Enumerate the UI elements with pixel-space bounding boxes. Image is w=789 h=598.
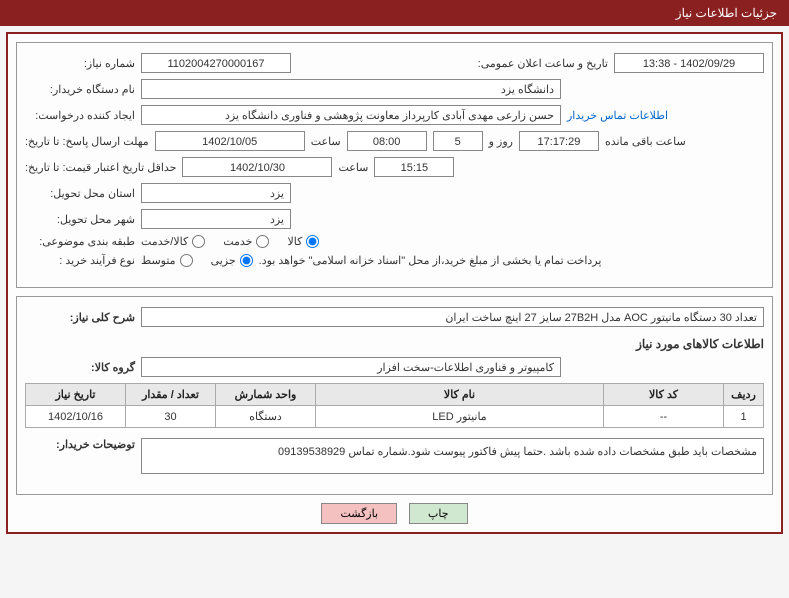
button-bar: چاپ بازگشت [16,503,773,524]
field-delivery-city: یزد [141,209,291,229]
label-buyer-org: نام دستگاه خریدار: [25,83,135,96]
radio-jozi[interactable]: جزیی [211,254,253,267]
outer-panel: Iran tender.net شماره نیاز: 110200427000… [6,32,783,534]
radio-khedmat[interactable]: خدمت [223,235,269,248]
field-goods-group: کامپیوتر و فناوری اطلاعات-سخت افزار [141,357,561,377]
label-price-validity: حداقل تاریخ اعتبار قیمت: تا تاریخ: [25,161,176,174]
th-unit: واحد شمارش [216,384,316,406]
radio-jozi-input[interactable] [240,254,253,267]
th-row: ردیف [724,384,764,406]
label-request-no: شماره نیاز: [25,57,135,70]
field-buyer-org: دانشگاه یزد [141,79,561,99]
radio-jozi-label: جزیی [211,254,236,267]
td-name: مانیتور LED [316,406,604,428]
td-code: -- [604,406,724,428]
field-days-left: 5 [433,131,483,151]
label-response-deadline: مهلت ارسال پاسخ: تا تاریخ: [25,135,149,148]
td-unit: دستگاه [216,406,316,428]
payment-note: پرداخت تمام یا بخشی از مبلغ خرید،از محل … [259,254,602,267]
label-purchase-type: نوع فرآیند خرید : [25,254,135,267]
th-name: نام کالا [316,384,604,406]
field-general-desc: تعداد 30 دستگاه مانیتور AOC مدل 27B2H سا… [141,307,764,327]
radio-kala-khedmat[interactable]: کالا/خدمت [141,235,205,248]
field-buyer-notes: مشخصات باید طبق مشخصات داده شده باشد .حت… [141,438,764,474]
field-requester: حسن زارعی مهدی آبادی کارپرداز معاونت پژو… [141,105,561,125]
radio-motavaset[interactable]: متوسط [141,254,193,267]
label-hour1: ساعت [311,135,341,148]
radio-kala-khedmat-input[interactable] [192,235,205,248]
field-response-date: 1402/10/05 [155,131,305,151]
radio-kala-input[interactable] [306,235,319,248]
goods-table: ردیف کد کالا نام کالا واحد شمارش تعداد /… [25,383,764,428]
th-qty: تعداد / مقدار [126,384,216,406]
td-date: 1402/10/16 [26,406,126,428]
panel-header: جزئیات اطلاعات نیاز [0,0,789,26]
label-delivery-province: استان محل تحویل: [25,187,135,200]
radio-kala-label: کالا [287,235,302,248]
label-days-and: روز و [489,135,513,148]
th-code: کد کالا [604,384,724,406]
field-delivery-province: یزد [141,183,291,203]
radio-khedmat-label: خدمت [223,235,252,248]
label-buyer-notes: توضیحات خریدار: [25,438,135,451]
label-remaining: ساعت باقی مانده [605,135,686,148]
td-row: 1 [724,406,764,428]
field-response-time: 08:00 [347,131,427,151]
contact-link[interactable]: اطلاعات تماس خریدار [567,109,668,122]
label-delivery-city: شهر محل تحویل: [25,213,135,226]
field-price-validity-date: 1402/10/30 [182,157,332,177]
label-requester: ایجاد کننده درخواست: [25,109,135,122]
radio-motavaset-input[interactable] [180,254,193,267]
field-request-no: 1102004270000167 [141,53,291,73]
label-general-desc: شرح کلی نیاز: [25,311,135,324]
field-time-left: 17:17:29 [519,131,599,151]
print-button[interactable]: چاپ [409,503,468,524]
details-panel: شماره نیاز: 1102004270000167 تاریخ و ساع… [16,42,773,288]
goods-info-title: اطلاعات کالاهای مورد نیاز [25,337,764,351]
label-category: طبقه بندی موضوعی: [25,235,135,248]
label-announce-dt: تاریخ و ساعت اعلان عمومی: [478,57,608,70]
purchase-type-radios: جزیی متوسط [141,254,253,267]
field-price-validity-time: 15:15 [374,157,454,177]
radio-kala-khedmat-label: کالا/خدمت [141,235,188,248]
category-radios: کالا خدمت کالا/خدمت [141,235,319,248]
radio-motavaset-label: متوسط [141,254,176,267]
radio-khedmat-input[interactable] [256,235,269,248]
field-announce-dt: 1402/09/29 - 13:38 [614,53,764,73]
th-date: تاریخ نیاز [26,384,126,406]
label-goods-group: گروه کالا: [25,361,135,374]
label-hour2: ساعت [338,161,368,174]
table-row: 1 -- مانیتور LED دستگاه 30 1402/10/16 [26,406,764,428]
back-button[interactable]: بازگشت [321,503,397,524]
table-header-row: ردیف کد کالا نام کالا واحد شمارش تعداد /… [26,384,764,406]
radio-kala[interactable]: کالا [287,235,319,248]
goods-panel: شرح کلی نیاز: تعداد 30 دستگاه مانیتور AO… [16,296,773,495]
td-qty: 30 [126,406,216,428]
